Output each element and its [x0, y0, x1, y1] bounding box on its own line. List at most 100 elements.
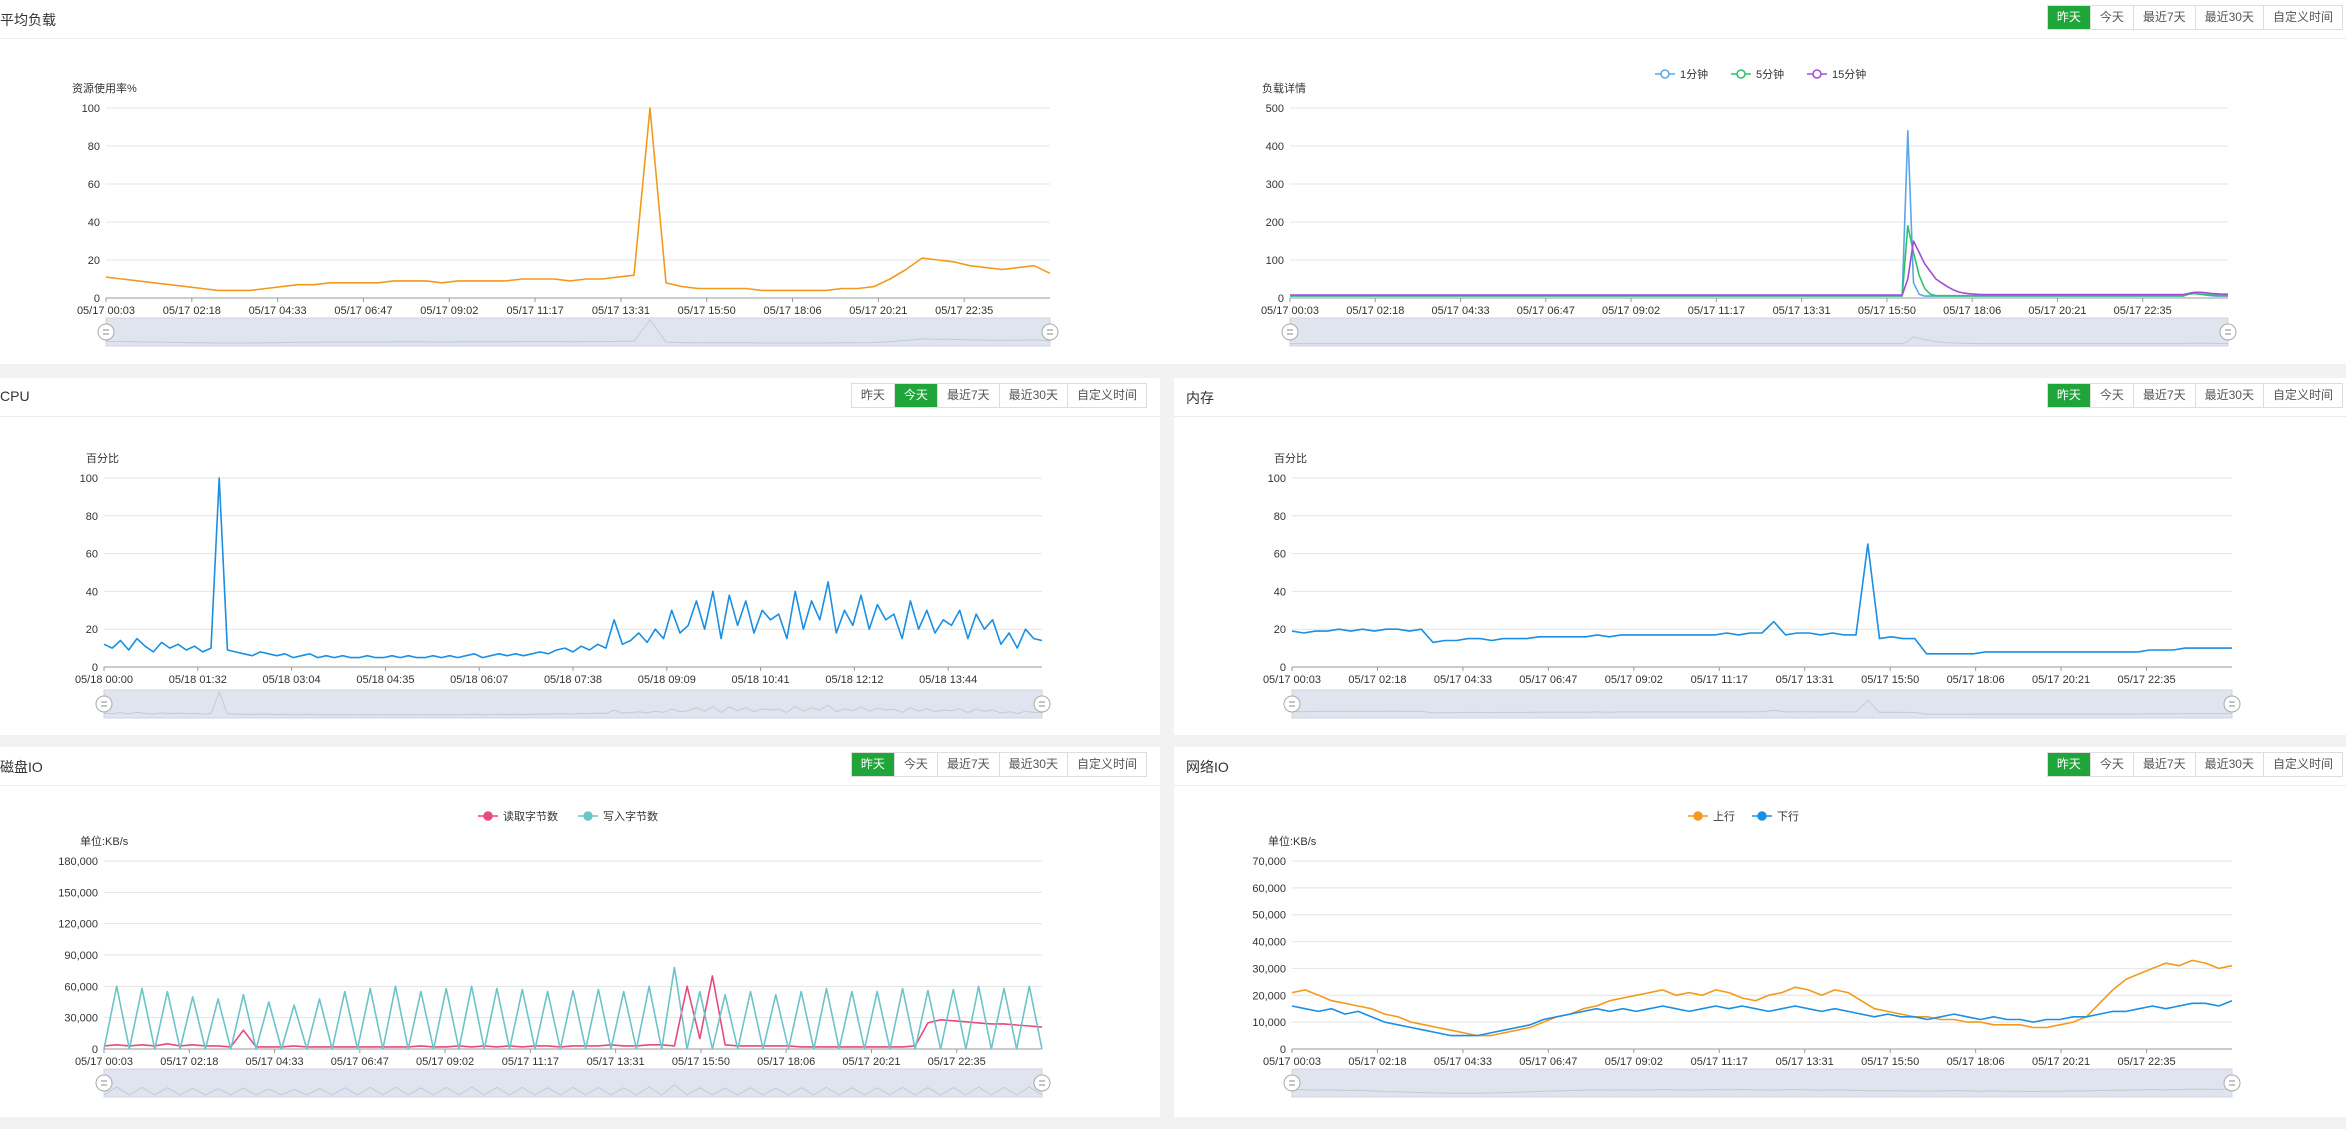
x-tick-label: 05/17 18:06 [757, 1056, 815, 1068]
y-tick-label: 100 [1266, 255, 1284, 267]
y-axis-label: 负载详情 [1262, 81, 1306, 95]
mem-tab-1[interactable]: 今天 [2090, 384, 2134, 407]
zoom-handle-left[interactable] [1283, 1074, 1301, 1092]
mem-tab-2[interactable]: 最近7天 [2133, 384, 2196, 407]
x-tick-label: 05/17 04:33 [249, 305, 307, 317]
x-tick-label: 05/17 02:18 [1348, 1056, 1406, 1068]
cpu-chart: 0 20 40 60 80 100 百分比 05/18 00:00 05/18 01:32 05/… [75, 452, 1051, 719]
y-tick-label: 200 [1266, 217, 1284, 229]
zoom-handle-right[interactable] [2223, 695, 2241, 713]
legend-label: 1分钟 [1680, 67, 1708, 81]
legend-label: 读取字节数 [503, 809, 558, 823]
x-tick-label: 05/17 11:17 [1688, 305, 1745, 317]
legend-label: 15分钟 [1832, 67, 1866, 81]
legend-marker [1693, 811, 1703, 821]
zoom-handle-left[interactable] [1281, 323, 1299, 341]
y-tick-label: 50,000 [1252, 910, 1286, 922]
y-tick-label: 300 [1266, 179, 1284, 191]
zoom-slider-track[interactable] [103, 1068, 1043, 1098]
zoom-slider-track[interactable] [1289, 317, 2229, 347]
disk-tab-1[interactable]: 今天 [894, 753, 938, 776]
x-tick-label: 05/18 00:00 [75, 674, 133, 686]
disk-tab-4[interactable]: 自定义时间 [1067, 753, 1146, 776]
x-tick-label: 05/17 04:33 [245, 1056, 303, 1068]
x-tick-label: 05/17 04:33 [1434, 1056, 1492, 1068]
zoom-handle-right[interactable] [1033, 695, 1051, 713]
series-line-0 [1291, 543, 2232, 655]
x-tick-label: 05/18 03:04 [263, 674, 321, 686]
cpu-chart-svg: 0 20 40 60 80 100 百分比 05/18 00:00 05/18 01:32 05/… [75, 452, 1051, 719]
load-tab-0[interactable]: 昨天 [2047, 6, 2091, 29]
load-tab-1[interactable]: 今天 [2090, 6, 2134, 29]
disk-panel-title: 磁盘IO [0, 759, 43, 775]
legend-item[interactable]: 上行 [1688, 810, 1735, 823]
mem-chart: 0 20 40 60 80 100 百分比 05/17 00:03 05/17 02:18 05/… [1263, 452, 2241, 719]
divider [0, 785, 1160, 786]
zoom-handle-left[interactable] [95, 1074, 113, 1092]
zoom-handle-knob [95, 695, 113, 713]
load-tab-2[interactable]: 最近7天 [2133, 6, 2196, 29]
zoom-preview [105, 319, 1051, 344]
legend-item[interactable]: 1分钟 [1655, 67, 1708, 81]
cpu-tab-3[interactable]: 最近30天 [999, 384, 1068, 407]
x-tick-label: 05/17 18:06 [1947, 1056, 2005, 1068]
y-tick-label: 100 [82, 103, 100, 115]
x-tick-label: 05/17 09:02 [1605, 1056, 1663, 1068]
zoom-handle-knob [1041, 323, 1059, 341]
zoom-handle-left[interactable] [1283, 695, 1301, 713]
x-tick-label: 05/18 09:09 [638, 674, 696, 686]
y-tick-label: 30,000 [64, 1013, 98, 1025]
x-tick-label: 05/17 15:50 [1858, 305, 1916, 317]
net-tab-4[interactable]: 自定义时间 [2263, 753, 2342, 776]
net-tabs: 昨天 今天 最近7天 最近30天 自定义时间 [2046, 752, 2343, 777]
x-tick-label: 05/17 13:31 [587, 1056, 645, 1068]
legend-item[interactable]: 读取字节数 [478, 809, 558, 823]
y-tick-label: 20 [88, 255, 100, 267]
net-chart: 0 10,000 20,000 30,000 40,000 50,000 60,000 70,… [1252, 810, 2241, 1098]
legend-item[interactable]: 5分钟 [1731, 67, 1784, 81]
x-tick-label: 05/17 11:17 [506, 305, 563, 317]
x-tick-label: 05/17 20:21 [2032, 1056, 2090, 1068]
divider [0, 38, 2346, 39]
legend-item[interactable]: 下行 [1752, 810, 1799, 823]
cpu-tabs: 昨天 今天 最近7天 最近30天 自定义时间 [850, 383, 1147, 408]
mem-tab-3[interactable]: 最近30天 [2195, 384, 2264, 407]
cpu-tab-2[interactable]: 最近7天 [937, 384, 1000, 407]
zoom-handle-right[interactable] [2219, 323, 2237, 341]
load-tab-4[interactable]: 自定义时间 [2263, 6, 2342, 29]
x-tick-label: 05/17 04:33 [1431, 305, 1489, 317]
y-tick-label: 180,000 [58, 856, 98, 868]
x-tick-label: 05/17 00:03 [77, 305, 135, 317]
zoom-handle-right[interactable] [1033, 1074, 1051, 1092]
zoom-preview [103, 690, 1043, 716]
net-tab-3[interactable]: 最近30天 [2195, 753, 2264, 776]
cpu-panel-title: CPU [0, 388, 30, 404]
x-tick-label: 05/17 09:02 [1605, 674, 1663, 686]
mem-tab-4[interactable]: 自定义时间 [2263, 384, 2342, 407]
y-tick-label: 100 [80, 473, 98, 485]
disk-tab-3[interactable]: 最近30天 [999, 753, 1068, 776]
cpu-tab-4[interactable]: 自定义时间 [1067, 384, 1146, 407]
zoom-slider-track[interactable] [1291, 689, 2233, 719]
disk-tab-2[interactable]: 最近7天 [937, 753, 1000, 776]
y-tick-label: 40,000 [1252, 937, 1286, 949]
legend-item[interactable]: 15分钟 [1807, 67, 1866, 81]
zoom-handle-left[interactable] [97, 323, 115, 341]
legend-marker [483, 811, 493, 821]
cpu-tab-0[interactable]: 昨天 [851, 384, 895, 407]
load-tab-3[interactable]: 最近30天 [2195, 6, 2264, 29]
cpu-tab-1[interactable]: 今天 [894, 384, 938, 407]
y-axis-label: 资源使用率% [72, 81, 137, 95]
net-tab-2[interactable]: 最近7天 [2133, 753, 2196, 776]
load-panel-title: 平均负载 [0, 12, 56, 28]
net-tab-0[interactable]: 昨天 [2047, 753, 2091, 776]
legend-item[interactable]: 写入字节数 [578, 809, 658, 823]
mem-tab-0[interactable]: 昨天 [2047, 384, 2091, 407]
disk-tab-0[interactable]: 昨天 [851, 753, 895, 776]
net-tab-1[interactable]: 今天 [2090, 753, 2134, 776]
y-tick-label: 80 [88, 141, 100, 153]
zoom-handle-left[interactable] [95, 695, 113, 713]
x-tick-label: 05/17 22:35 [928, 1056, 986, 1068]
zoom-handle-right[interactable] [1041, 323, 1059, 341]
zoom-handle-right[interactable] [2223, 1074, 2241, 1092]
